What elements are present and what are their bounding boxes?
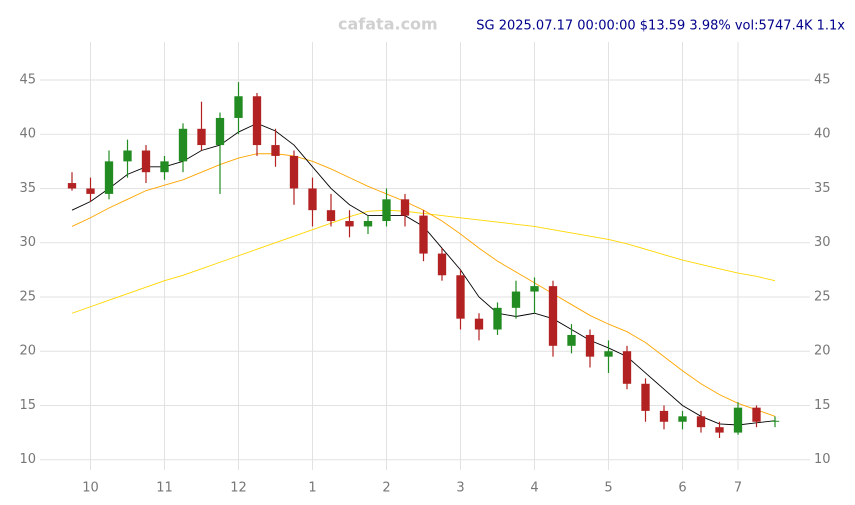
candle-body (271, 145, 280, 156)
candle-body (604, 351, 613, 357)
candle-body (363, 221, 373, 227)
candle-body (234, 96, 243, 118)
x-tick-label: 1 (308, 481, 316, 496)
x-tick-label: 7 (734, 481, 742, 496)
y-tick-label: 30 (814, 235, 831, 250)
y-tick-label: 15 (19, 398, 36, 413)
candle-body (252, 96, 262, 146)
y-tick-label: 25 (19, 289, 36, 304)
candle-body (86, 188, 95, 194)
x-tick-label: 10 (82, 481, 99, 496)
candle-body (715, 427, 724, 433)
x-tick-label: 3 (456, 481, 464, 496)
candle-body (511, 291, 521, 308)
y-tick-label: 30 (19, 235, 36, 250)
candle-body (308, 188, 317, 211)
candle-body (530, 286, 539, 292)
x-tick-label: 6 (678, 481, 686, 496)
y-tick-label: 40 (19, 127, 36, 142)
x-tick-label: 5 (604, 481, 612, 496)
x-tick-label: 12 (230, 481, 247, 496)
candle-body (382, 199, 391, 222)
candle-body (752, 407, 761, 422)
y-tick-label: 10 (19, 452, 36, 467)
candle-body (622, 351, 632, 384)
candle-body (289, 155, 299, 189)
candle-body (400, 199, 410, 216)
candle-body (104, 161, 114, 194)
y-tick-label: 45 (814, 72, 831, 87)
y-tick-label: 15 (814, 398, 831, 413)
candle-body (178, 128, 188, 162)
y-tick-label: 35 (19, 181, 36, 196)
candle-body (141, 150, 151, 173)
y-tick-label: 10 (814, 452, 831, 467)
candle-body (567, 334, 576, 346)
candle-body (67, 183, 77, 189)
candle-body (456, 275, 465, 319)
candle-body (659, 410, 669, 422)
candle-body (585, 334, 595, 357)
candle-body (474, 318, 484, 330)
candle-body (437, 253, 447, 276)
candle-body (197, 128, 206, 146)
candle-body (696, 416, 706, 428)
candle-body (548, 286, 558, 346)
candle-body (641, 383, 650, 411)
y-tick-label: 45 (19, 72, 36, 87)
chart-title: SG 2025.07.17 00:00:00 $13.59 3.98% vol:… (476, 19, 845, 34)
candle-body (419, 215, 428, 254)
watermark: cafata.com (338, 15, 438, 34)
candle-body (215, 117, 225, 146)
y-tick-label: 20 (19, 344, 36, 359)
y-tick-label: 35 (814, 181, 831, 196)
y-tick-label: 25 (814, 289, 831, 304)
candle-body (160, 161, 169, 173)
x-tick-label: 11 (156, 481, 173, 496)
x-tick-label: 2 (382, 481, 390, 496)
candle-body (678, 416, 687, 422)
y-tick-label: 40 (814, 127, 831, 142)
y-tick-label: 20 (814, 344, 831, 359)
candle-body (123, 150, 132, 162)
candle-body (345, 221, 354, 227)
candle-body (770, 420, 780, 422)
x-tick-label: 4 (530, 481, 538, 496)
candle-body (733, 407, 743, 433)
candle-body (326, 210, 336, 222)
candle-body (493, 307, 502, 330)
